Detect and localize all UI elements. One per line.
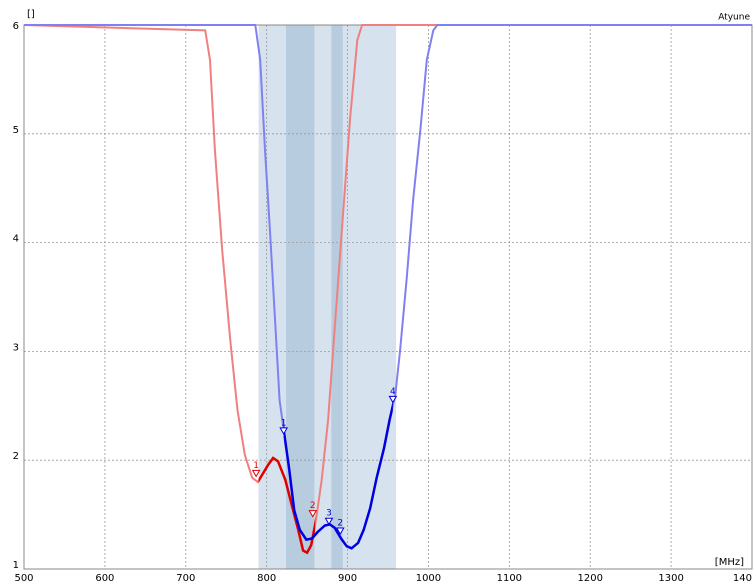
x-tick-label: 1300 [658,573,683,584]
x-unit: [MHz] [715,557,744,568]
marker-label: 2 [310,501,316,511]
y-tick-label: 1 [13,560,19,571]
y-tick-label: 6 [13,21,19,32]
x-tick-label: 500 [14,573,33,584]
x-tick-label: 140 [733,573,752,584]
band [258,25,397,569]
y-unit: [] [27,9,35,20]
x-tick-label: 600 [95,573,114,584]
marker [308,510,318,518]
marker-label: 1 [253,461,259,471]
x-tick-label: 1100 [497,573,522,584]
x-tick-label: 1200 [577,573,602,584]
x-tick-label: 700 [176,573,195,584]
marker [324,517,334,526]
marker-label: 2 [337,519,343,529]
x-tick-label: 900 [338,573,357,584]
y-tick-label: 4 [13,234,19,245]
x-tick-label: 800 [257,573,276,584]
marker-label: 1 [281,418,287,428]
y-tick-label: 2 [13,451,19,462]
series-highlight [258,456,316,555]
series-highlight [283,400,393,550]
marker [279,427,289,435]
marker [388,395,398,404]
y-tick-label: 3 [13,342,19,353]
marker-label: 4 [390,387,396,397]
marker [251,469,261,478]
corner-label: Atyune [718,13,750,23]
y-tick-label: 5 [13,125,19,136]
marker [335,527,345,536]
marker-label: 3 [326,509,332,519]
x-tick-label: 1000 [416,573,441,584]
